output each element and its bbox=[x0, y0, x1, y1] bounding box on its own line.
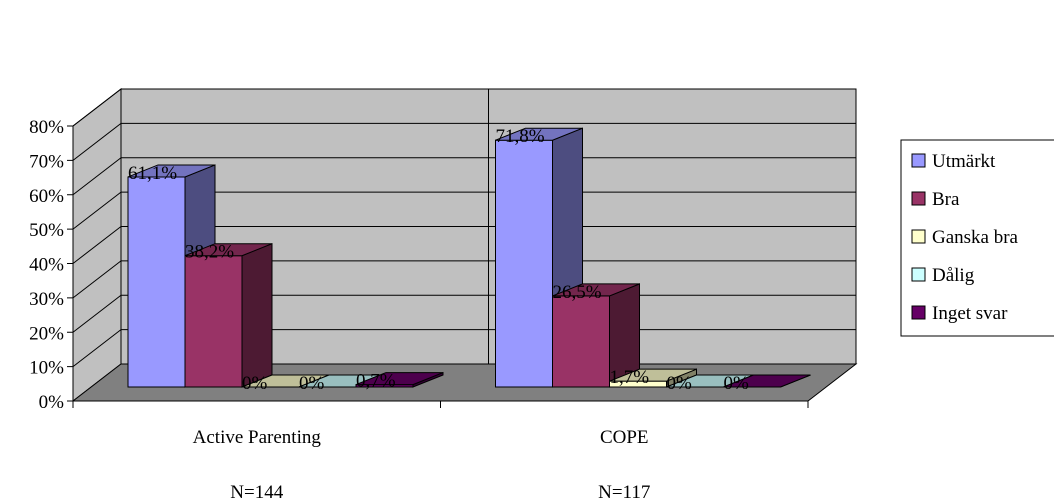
bar-side bbox=[241, 242, 273, 388]
legend-swatch bbox=[911, 267, 926, 282]
y-tick-label: 80% bbox=[29, 117, 64, 138]
gridline-side bbox=[72, 226, 122, 264]
bar-front bbox=[127, 176, 186, 388]
y-tick-label: 20% bbox=[29, 323, 64, 344]
legend: Utmärkt Bra Ganska bra Dålig Inget svar bbox=[900, 139, 1054, 337]
legend-label: Utmärkt bbox=[932, 151, 996, 172]
bar-top bbox=[609, 368, 697, 382]
y-tick-label: 40% bbox=[29, 255, 64, 276]
legend-label: Inget svar bbox=[932, 303, 1008, 324]
bar-top bbox=[184, 243, 273, 257]
y-axis: 0% 10% 20% 30% 40% 50% 60% 70% 80% bbox=[29, 117, 74, 413]
data-label: 0% bbox=[724, 373, 750, 394]
bar-front bbox=[184, 255, 243, 388]
bar bbox=[355, 371, 444, 388]
y-tick-label: 0% bbox=[39, 392, 65, 413]
category-n-label: N=117 bbox=[598, 482, 650, 503]
gridline-side bbox=[72, 191, 122, 230]
data-label: 61,1% bbox=[128, 163, 177, 184]
gridline-side bbox=[72, 122, 122, 161]
gridline-side bbox=[72, 294, 122, 333]
category-n-label: N=144 bbox=[230, 482, 283, 503]
legend-box bbox=[900, 139, 1054, 337]
data-label: 71,8% bbox=[496, 126, 545, 147]
bar-top bbox=[495, 127, 583, 141]
data-label: 0% bbox=[299, 373, 325, 394]
legend-label: Bra bbox=[932, 189, 960, 210]
data-label: 1,7% bbox=[610, 367, 650, 388]
bar-top bbox=[127, 164, 216, 178]
y-tick-label: 70% bbox=[29, 151, 64, 172]
x-axis: Active Parenting N=144 COPE N=117 bbox=[72, 401, 809, 503]
bar-front bbox=[552, 295, 610, 388]
data-label: 26,5% bbox=[553, 282, 602, 303]
bars bbox=[127, 127, 811, 388]
gridline-side bbox=[72, 260, 122, 299]
legend-swatch bbox=[911, 229, 926, 244]
legend-label: Dålig bbox=[932, 265, 975, 286]
bar-top bbox=[355, 372, 444, 386]
gridline-side bbox=[72, 88, 122, 127]
data-label: 38,2% bbox=[185, 242, 234, 263]
legend-label: Ganska bra bbox=[932, 227, 1019, 248]
y-tick-label: 10% bbox=[29, 358, 64, 379]
bar bbox=[723, 374, 811, 388]
legend-swatch bbox=[911, 191, 926, 206]
bar bbox=[184, 242, 273, 388]
gridline-side bbox=[72, 157, 122, 196]
category-label: COPE bbox=[600, 427, 649, 448]
y-tick-label: 30% bbox=[29, 289, 64, 310]
gridline-side bbox=[72, 329, 122, 368]
y-tick-label: 60% bbox=[29, 186, 64, 207]
y-tick-label: 50% bbox=[29, 220, 64, 241]
bar-front bbox=[495, 139, 553, 388]
category-label: Active Parenting bbox=[193, 427, 322, 448]
legend-swatch bbox=[911, 305, 926, 320]
data-label: 0% bbox=[242, 373, 268, 394]
bar-top bbox=[723, 374, 811, 388]
data-labels: 61,1% 38,2% 0% 0% 0,7% 71,8% 26,5% 1,7% 0% 0% bbox=[128, 126, 749, 394]
bar-top bbox=[552, 283, 640, 297]
legend-swatch bbox=[911, 153, 926, 168]
data-label: 0% bbox=[667, 373, 693, 394]
bar bbox=[552, 283, 640, 388]
data-label: 0,7% bbox=[356, 371, 396, 392]
